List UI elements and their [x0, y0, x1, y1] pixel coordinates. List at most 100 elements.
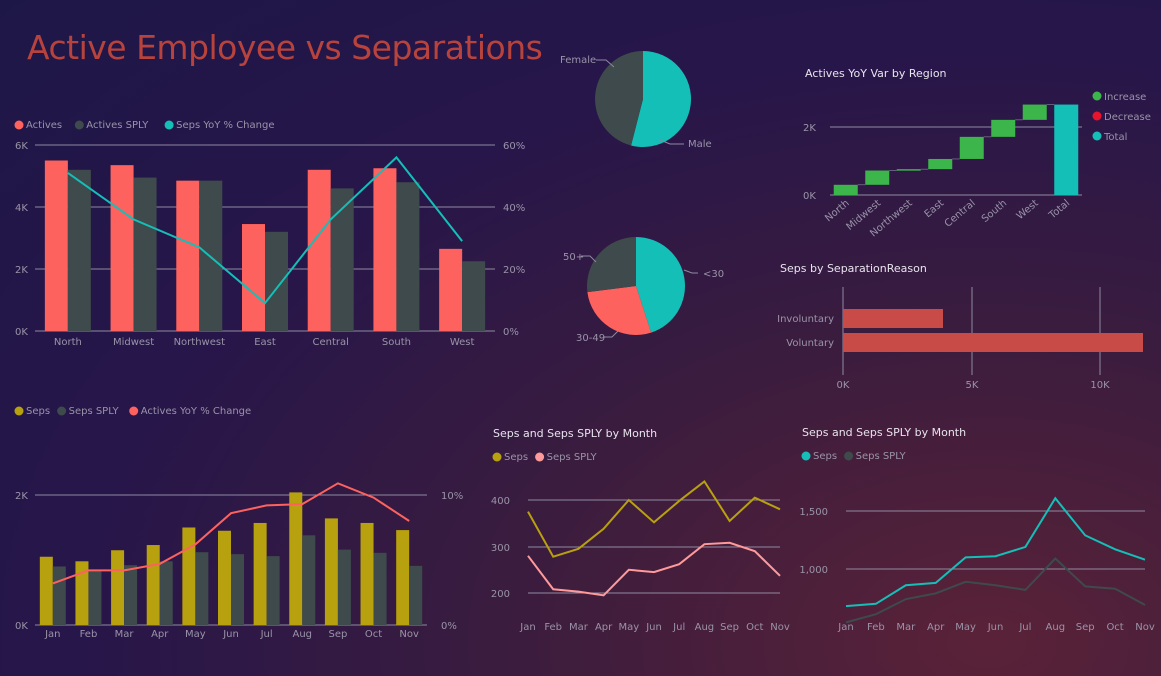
sepsb-xtick-4: May [955, 622, 976, 633]
region-xtick-2: Northwest [174, 337, 226, 348]
region-bar-actives-sply-midwest [133, 177, 157, 331]
month-actives-yoy-line [52, 482, 410, 585]
reason-title: Seps by SeparationReason [780, 262, 927, 275]
month-bar-seps-sply-jul [266, 556, 280, 625]
sepsa-xtick-10: Nov [770, 622, 790, 633]
sepsb-title: Seps and Seps SPLY by Month [802, 426, 966, 439]
gender-slice-male [631, 51, 691, 147]
month-bar-seps-sply-may [195, 552, 209, 625]
region-legend-label-2: Seps YoY % Change [176, 120, 274, 131]
month-legend-marker-2 [129, 406, 139, 416]
reason-bar-voluntary [843, 333, 1143, 352]
waterfall-legend-label-0: Increase [1104, 92, 1146, 103]
sepsa-xtick-7: Aug [695, 622, 715, 633]
region-legend-marker-2 [164, 120, 174, 130]
month-bar-seps-sply-feb [88, 571, 102, 625]
region-xtick-6: West [450, 337, 475, 348]
month-xtick-10: Nov [399, 629, 419, 640]
reason-ytick-0: Involuntary [777, 314, 834, 325]
month-bar-seps-sep [324, 518, 338, 625]
month-bar-seps-apr [146, 545, 160, 625]
region-bar-actives-sply-central [330, 188, 354, 331]
sepsa-xtick-8: Sep [720, 622, 739, 633]
region-xtick-0: North [54, 337, 82, 348]
sepsb-ytick-0: 1,000 [799, 565, 828, 576]
sepsb-xtick-5: Jun [987, 622, 1004, 633]
age-leader-50-plus [581, 255, 597, 263]
month-legend-marker-1 [57, 406, 67, 416]
region-bar-actives-central [307, 169, 331, 331]
sepsa-xtick-5: Jun [645, 622, 662, 633]
gender-label-female: Female [560, 55, 596, 66]
age-slice-50-plus [587, 237, 636, 293]
month-bar-seps-may [182, 527, 196, 625]
waterfall-xtick-6: West [1015, 198, 1041, 222]
waterfall-bar-central [959, 136, 984, 159]
waterfall-legend-marker-0 [1092, 91, 1102, 101]
sepsb-xtick-0: Jan [837, 622, 853, 633]
region-ytick-1: 2K [15, 265, 28, 276]
region-xtick-5: South [382, 337, 411, 348]
gender-leader-male [659, 139, 684, 145]
sepsa-ytick-2: 400 [491, 496, 510, 507]
month-bar-seps-sply-jun [231, 554, 244, 625]
age-label-30-49: 30-49 [576, 333, 605, 344]
waterfall-legend-marker-1 [1092, 111, 1102, 121]
sepsb-xtick-9: Oct [1106, 622, 1123, 633]
month-xtick-8: Sep [328, 629, 347, 640]
region-bar-actives-sply-east [265, 231, 288, 331]
gender-leader-female [596, 59, 615, 68]
month-xtick-5: Jun [222, 629, 239, 640]
reason-ytick-1: Voluntary [786, 338, 834, 349]
sepsb-legend-marker-0 [801, 451, 811, 461]
region-xtick-4: Central [313, 337, 349, 348]
region-legend-label-1: Actives SPLY [86, 120, 149, 131]
waterfall-legend-label-2: Total [1103, 132, 1127, 143]
region-y2tick-3: 60% [503, 141, 525, 152]
month-bar-seps-aug [289, 492, 303, 625]
sepsb-line-seps [845, 496, 1146, 608]
region-xtick-3: East [254, 337, 276, 348]
sepsa-legend-marker-0 [492, 452, 502, 462]
waterfall-xtick-0: North [823, 198, 851, 224]
month-legend-label-2: Actives YoY % Change [141, 406, 251, 417]
waterfall-xtick-5: South [980, 198, 1009, 225]
month-xtick-9: Oct [365, 629, 382, 640]
region-bar-actives-sply-west [462, 261, 486, 331]
month-legend-marker-0 [14, 406, 24, 416]
waterfall-ytick-0: 0K [803, 191, 816, 202]
month-y2tick-0: 0% [441, 621, 457, 632]
sepsa-xtick-9: Oct [746, 622, 763, 633]
month-xtick-1: Feb [80, 629, 98, 640]
region-xtick-1: Midwest [113, 337, 154, 348]
month-y2tick-1: 10% [441, 491, 463, 502]
region-ytick-3: 6K [15, 141, 28, 152]
age-leader-under-30 [683, 269, 698, 274]
month-bar-seps-sply-apr [159, 561, 173, 625]
sepsa-legend-label-1: Seps SPLY [547, 452, 598, 463]
sepsb-xtick-8: Sep [1076, 622, 1095, 633]
sepsa-ytick-0: 200 [491, 589, 510, 600]
sepsa-xtick-1: Feb [544, 622, 562, 633]
sepsa-title: Seps and Seps SPLY by Month [493, 427, 657, 440]
sepsa-xtick-0: Jan [519, 622, 535, 633]
region-ytick-0: 0K [15, 327, 28, 338]
month-bar-seps-sply-mar [124, 565, 138, 625]
month-bar-seps-sply-oct [373, 552, 387, 625]
region-y2tick-2: 40% [503, 203, 525, 214]
sepsa-line-seps-sply [527, 541, 781, 597]
month-bar-seps-sply-jan [52, 566, 66, 625]
sepsb-xtick-1: Feb [867, 622, 885, 633]
age-label-50-plus: 50+ [563, 252, 584, 263]
region-bar-actives-sply-north [67, 169, 91, 331]
month-xtick-3: Apr [151, 629, 169, 640]
sepsa-xtick-3: Apr [595, 622, 613, 633]
region-legend-marker-1 [74, 120, 84, 130]
sepsa-xtick-4: May [618, 622, 639, 633]
region-bar-actives-south [373, 168, 397, 331]
month-xtick-2: Mar [115, 629, 135, 640]
waterfall-xtick-7: Total [1046, 198, 1072, 222]
waterfall-legend-label-1: Decrease [1104, 112, 1151, 123]
waterfall-bar-south [991, 119, 1016, 137]
